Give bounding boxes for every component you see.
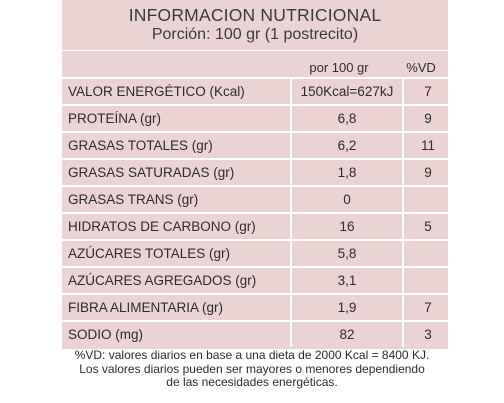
footnote-line-1: %VD: valores diarios en base a una dieta…	[74, 348, 430, 362]
nutrient-value: 6,8	[290, 104, 403, 132]
nutrient-vd: 5	[402, 212, 452, 240]
nutrient-value: 82	[290, 320, 403, 347]
table-row-fiber: FIBRA ALIMENTARIA (gr) 1,9 7	[62, 293, 452, 321]
nutrient-value: 16	[290, 212, 403, 240]
column-header-vd: %VD	[406, 60, 436, 75]
footnote-line-3: de las necesidades energéticas.	[166, 375, 338, 389]
header-divider	[62, 50, 448, 51]
table-row-energy: VALOR ENERGÉTICO (Kcal) 150Kcal=627kJ 7	[62, 77, 452, 105]
nutrient-vd: 7	[402, 77, 452, 105]
footnote: %VD: valores diarios en base a una dieta…	[40, 348, 464, 390]
nutrient-name: GRASAS TOTALES (gr)	[62, 131, 291, 159]
nutrient-value: 1,8	[290, 158, 403, 186]
nutrient-name: GRASAS TRANS (gr)	[62, 185, 291, 213]
nutrient-vd	[402, 239, 452, 267]
nutrient-vd: 9	[402, 104, 452, 132]
nutrient-name: GRASAS SATURADAS (gr)	[62, 158, 291, 186]
portion-size: Porción: 100 gr (1 postrecito)	[151, 26, 359, 43]
nutrient-vd	[402, 266, 452, 294]
nutrient-value: 5,8	[290, 239, 403, 267]
nutrient-vd: 3	[402, 320, 452, 347]
nutrient-name: AZÚCARES AGREGADOS (gr)	[62, 266, 291, 294]
nutrient-value: 0	[290, 185, 403, 213]
nutrient-value: 6,2	[290, 131, 403, 159]
column-header-per-100g: por 100 gr	[309, 60, 369, 75]
nutrition-title: INFORMACION NUTRICIONAL	[128, 5, 382, 25]
nutrient-vd	[402, 185, 452, 213]
nutrient-name: SODIO (mg)	[62, 320, 291, 347]
nutrient-value: 3,1	[290, 266, 403, 294]
nutrient-name: VALOR ENERGÉTICO (Kcal)	[62, 77, 291, 105]
nutrient-vd: 11	[402, 131, 452, 159]
table-row-carbohydrates: HIDRATOS DE CARBONO (gr) 16 5	[62, 212, 452, 240]
table-row-saturated-fat: GRASAS SATURADAS (gr) 1,8 9	[62, 158, 452, 186]
nutrient-name: PROTEÍNA (gr)	[62, 104, 291, 132]
footnote-line-2: Los valores diarios pueden ser mayores o…	[79, 361, 425, 376]
nutrient-name: HIDRATOS DE CARBONO (gr)	[62, 212, 291, 240]
table-row-total-sugars: AZÚCARES TOTALES (gr) 5,8	[62, 239, 452, 267]
nutrient-vd: 7	[402, 293, 452, 321]
table-row-sodium: SODIO (mg) 82 3	[62, 320, 452, 347]
nutrient-name: AZÚCARES TOTALES (gr)	[62, 239, 291, 267]
nutrient-vd: 9	[402, 158, 452, 186]
nutrient-value: 150Kcal=627kJ	[290, 77, 403, 105]
nutrition-table: VALOR ENERGÉTICO (Kcal) 150Kcal=627kJ 7 …	[62, 77, 452, 347]
table-row-protein: PROTEÍNA (gr) 6,8 9	[62, 104, 452, 132]
table-row-total-fat: GRASAS TOTALES (gr) 6,2 11	[62, 131, 452, 159]
nutrient-name: FIBRA ALIMENTARIA (gr)	[62, 293, 291, 321]
nutrient-value: 1,9	[290, 293, 403, 321]
table-row-added-sugars: AZÚCARES AGREGADOS (gr) 3,1	[62, 266, 452, 294]
table-row-trans-fat: GRASAS TRANS (gr) 0	[62, 185, 452, 213]
